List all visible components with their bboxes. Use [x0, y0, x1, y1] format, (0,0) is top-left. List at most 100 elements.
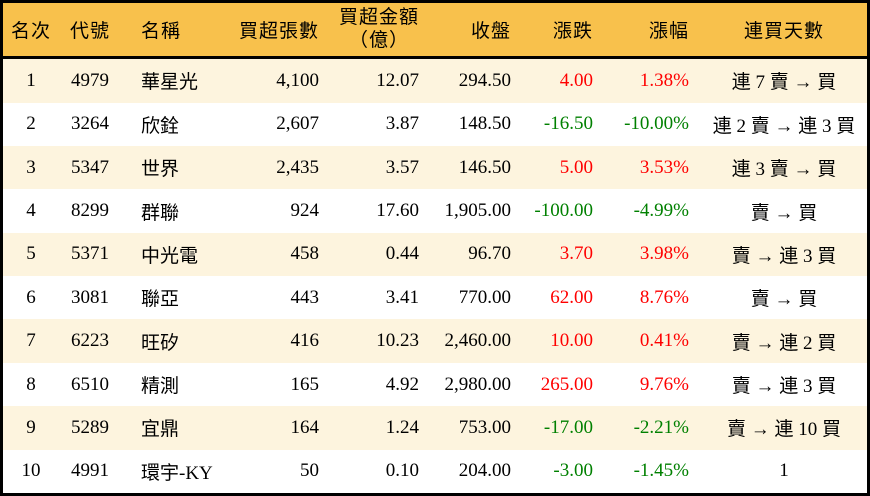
cell-code: 6510	[59, 362, 121, 407]
cell-change: -100.00	[523, 189, 605, 233]
cell-close: 148.50	[431, 102, 523, 147]
cell-close: 753.00	[431, 406, 523, 450]
cell-code: 3081	[59, 276, 121, 320]
cell-code: 4991	[59, 449, 121, 493]
header-row: 名次 代號 名稱 買超張數 買超金額 （億） 收盤 漲跌 漲幅 連買天數	[3, 3, 867, 59]
table-row: 8 6510 精測 165 4.92 2,980.00 265.00 9.76% 賣 → 連 3…	[3, 362, 867, 407]
cell-change: 4.00	[523, 57, 605, 103]
cell-streak: 1	[701, 449, 867, 493]
cell-change_pct: -1.45%	[605, 449, 701, 493]
cell-volume: 164	[231, 406, 331, 450]
cell-change_pct: -4.99%	[605, 189, 701, 233]
cell-close: 1,905.00	[431, 189, 523, 233]
cell-code: 3264	[59, 102, 121, 147]
cell-volume: 458	[231, 232, 331, 277]
cell-code: 5347	[59, 146, 121, 190]
cell-amount: 4.92	[331, 362, 431, 407]
table-row: 9 5289 宜鼎 164 1.24 753.00 -17.00 -2.21% 賣 → 連 10…	[3, 406, 867, 450]
column-header-rank: 名次	[3, 3, 59, 59]
table-row: 6 3081 聯亞 443 3.41 770.00 62.00 8.76% 賣 → 買	[3, 276, 867, 320]
cell-close: 2,980.00	[431, 362, 523, 407]
table-row: 4 8299 群聯 924 17.60 1,905.00 -100.00 -4.99% 賣 → …	[3, 189, 867, 233]
cell-streak: 賣 → 買	[701, 189, 867, 233]
column-header-close: 收盤	[431, 3, 523, 59]
table-header: 名次 代號 名稱 買超張數 買超金額 （億） 收盤 漲跌 漲幅 連買天數	[3, 3, 867, 59]
column-header-label: 漲幅	[648, 20, 689, 42]
cell-name: 環宇-KY	[121, 449, 231, 493]
cell-name: 聯亞	[121, 276, 231, 320]
table-row: 10 4991 環宇-KY 50 0.10 204.00 -3.00 -1.45% 1	[3, 449, 867, 493]
cell-close: 146.50	[431, 146, 523, 190]
cell-amount: 12.07	[331, 57, 431, 103]
cell-change_pct: -10.00%	[605, 102, 701, 147]
cell-streak: 賣 → 買	[701, 276, 867, 320]
cell-close: 294.50	[431, 57, 523, 103]
net-buy-ranking-table: 名次 代號 名稱 買超張數 買超金額 （億） 收盤 漲跌 漲幅 連買天數 1 4979 華星光 4,1…	[3, 3, 867, 493]
cell-change: 265.00	[523, 362, 605, 407]
cell-close: 96.70	[431, 232, 523, 277]
cell-rank: 10	[3, 449, 59, 493]
cell-change_pct: 0.41%	[605, 319, 701, 363]
cell-amount: 10.23	[331, 319, 431, 363]
cell-change_pct: 9.76%	[605, 362, 701, 407]
cell-name: 旺矽	[121, 319, 231, 363]
column-header-label: 名次	[10, 20, 51, 42]
column-header-label: 代號	[69, 20, 110, 42]
table-body: 1 4979 華星光 4,100 12.07 294.50 4.00 1.38% 連 7 賣 →…	[3, 57, 867, 493]
cell-rank: 5	[3, 232, 59, 277]
cell-streak: 賣 → 連 10 買	[701, 406, 867, 450]
cell-amount: 3.41	[331, 276, 431, 320]
cell-name: 宜鼎	[121, 406, 231, 450]
column-header-amount: 買超金額 （億）	[331, 3, 431, 59]
cell-amount: 0.44	[331, 232, 431, 277]
cell-name: 群聯	[121, 189, 231, 233]
cell-change: 3.70	[523, 232, 605, 277]
cell-name: 世界	[121, 146, 231, 190]
table-row: 5 5371 中光電 458 0.44 96.70 3.70 3.98% 賣 → 連 3 買	[3, 232, 867, 277]
column-header-change: 漲跌	[523, 3, 605, 59]
cell-close: 2,460.00	[431, 319, 523, 363]
cell-amount: 1.24	[331, 406, 431, 450]
cell-name: 中光電	[121, 232, 231, 277]
cell-volume: 924	[231, 189, 331, 233]
cell-streak: 連 7 賣 → 買	[701, 57, 867, 103]
column-header-label: 買超金額 （億）	[338, 6, 419, 52]
column-header-label: 買超張數	[238, 20, 319, 42]
column-header-label: 收盤	[470, 20, 511, 42]
cell-change_pct: -2.21%	[605, 406, 701, 450]
cell-code: 5371	[59, 232, 121, 277]
cell-volume: 4,100	[231, 57, 331, 103]
cell-change_pct: 3.53%	[605, 146, 701, 190]
cell-change_pct: 8.76%	[605, 276, 701, 320]
column-header-change_pct: 漲幅	[605, 3, 701, 59]
cell-change: -17.00	[523, 406, 605, 450]
cell-volume: 416	[231, 319, 331, 363]
cell-name: 華星光	[121, 57, 231, 103]
cell-streak: 賣 → 連 2 買	[701, 319, 867, 363]
cell-change: -3.00	[523, 449, 605, 493]
cell-rank: 2	[3, 102, 59, 147]
cell-code: 6223	[59, 319, 121, 363]
cell-close: 770.00	[431, 276, 523, 320]
cell-change: 10.00	[523, 319, 605, 363]
column-header-label: 漲跌	[552, 20, 593, 42]
cell-rank: 7	[3, 319, 59, 363]
cell-rank: 8	[3, 362, 59, 407]
cell-code: 8299	[59, 189, 121, 233]
cell-code: 5289	[59, 406, 121, 450]
column-header-streak: 連買天數	[701, 3, 867, 59]
table-row: 7 6223 旺矽 416 10.23 2,460.00 10.00 0.41% 賣 → 連 2…	[3, 319, 867, 363]
cell-change_pct: 3.98%	[605, 232, 701, 277]
column-header-name: 名稱	[121, 3, 231, 59]
cell-volume: 2,607	[231, 102, 331, 147]
cell-streak: 連 3 賣 → 買	[701, 146, 867, 190]
cell-change_pct: 1.38%	[605, 57, 701, 103]
cell-amount: 0.10	[331, 449, 431, 493]
cell-rank: 1	[3, 57, 59, 103]
cell-change: -16.50	[523, 102, 605, 147]
cell-rank: 6	[3, 276, 59, 320]
cell-volume: 2,435	[231, 146, 331, 190]
cell-rank: 9	[3, 406, 59, 450]
cell-volume: 50	[231, 449, 331, 493]
